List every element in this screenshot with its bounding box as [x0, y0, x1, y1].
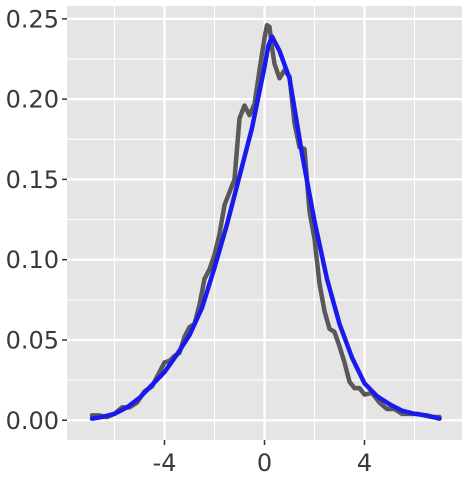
y-tick-label: 0.05 [6, 326, 59, 354]
y-tick-label: 0.20 [6, 86, 59, 114]
x-tick-label: -4 [153, 449, 177, 477]
y-tick-label: 0.15 [6, 166, 59, 194]
x-tick-label: 4 [357, 449, 372, 477]
series-line-1 [89, 34, 442, 421]
x-tick-label: 0 [257, 449, 272, 477]
x-axis-ticks: -4 0 4 [153, 440, 372, 477]
y-tick-label: 0.00 [6, 407, 59, 435]
y-axis-ticks: 0.00 0.05 0.10 0.15 0.20 0.25 [6, 5, 67, 435]
y-tick-label: 0.10 [6, 246, 59, 274]
series-layer [89, 23, 442, 421]
y-tick-label: 0.25 [6, 5, 59, 33]
major-gridlines [67, 6, 462, 440]
series-line-0 [89, 23, 442, 420]
